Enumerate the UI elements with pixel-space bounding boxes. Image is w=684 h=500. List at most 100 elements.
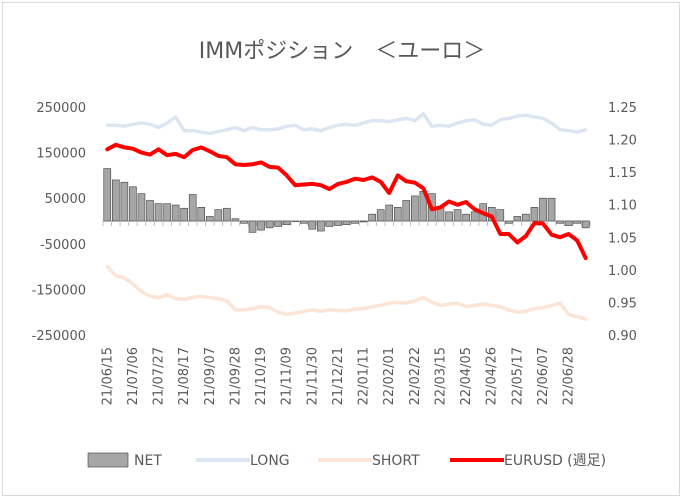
- x-tick-label: 21/11/30: [305, 347, 320, 405]
- net-bar: [581, 220, 590, 229]
- net-bar: [462, 213, 470, 222]
- net-bar: [522, 213, 530, 222]
- legend-label: NET: [134, 453, 162, 469]
- net-bar: [299, 220, 308, 224]
- left-tick-label: 150000: [36, 147, 86, 162]
- net-bar: [393, 207, 402, 222]
- x-tick-label: 22/04/05: [459, 347, 474, 405]
- x-tick-label: 22/02/22: [408, 347, 423, 405]
- net-bar: [154, 203, 163, 222]
- series-line-eurusd: [105, 142, 588, 261]
- x-tick-label: 21/08/17: [177, 347, 192, 405]
- net-bar: [564, 220, 573, 226]
- net-bar: [240, 220, 248, 224]
- series-line-long: [105, 112, 588, 136]
- x-tick-label: 22/01/11: [357, 347, 372, 405]
- net-bar: [342, 220, 351, 225]
- chart-frame: [2, 2, 680, 496]
- x-tick-label: 22/06/07: [536, 347, 551, 405]
- net-bar: [171, 204, 180, 222]
- left-tick-label: -250000: [32, 329, 86, 344]
- legend-label: SHORT: [372, 453, 420, 469]
- net-bar: [317, 220, 325, 232]
- net-bar: [180, 207, 188, 222]
- left-tick-label: 250000: [36, 101, 86, 116]
- net-bar: [248, 220, 257, 233]
- net-bar: [470, 211, 479, 222]
- left-tick-label: -150000: [32, 283, 86, 298]
- left-axis: 250000 150000 50000 -50000 -150000 -250000: [32, 101, 86, 344]
- net-bar: [214, 209, 223, 222]
- right-tick-label: 1.05: [608, 231, 637, 246]
- net-bar: [120, 181, 129, 222]
- net-bar: [197, 207, 206, 222]
- net-bar: [547, 197, 556, 222]
- net-bar: [308, 220, 317, 230]
- net-bar: [376, 209, 385, 222]
- net-bar: [513, 216, 522, 222]
- net-bar: [163, 203, 171, 222]
- right-tick-label: 1.00: [608, 264, 637, 279]
- net-bar: [402, 200, 411, 222]
- x-tick-label: 22/03/15: [433, 347, 448, 405]
- legend: NET LONG SHORT EURUSD (週足): [87, 452, 606, 469]
- x-tick-label: 22/05/17: [510, 347, 525, 405]
- net-bar: [188, 194, 197, 222]
- net-bar: [205, 216, 214, 222]
- right-tick-label: 0.90: [608, 329, 637, 344]
- x-tick-label: 21/12/21: [331, 347, 346, 405]
- net-bar: [265, 220, 274, 229]
- net-bar: [453, 209, 462, 222]
- net-bar: [351, 220, 359, 224]
- x-tick-label: 21/09/07: [203, 347, 218, 405]
- net-bar: [556, 220, 564, 224]
- net-bar: [282, 220, 291, 225]
- x-tick-label: 21/07/06: [126, 347, 141, 405]
- chart-title: IMMポジション ＜ユーロ＞: [199, 39, 485, 64]
- left-tick-label: 50000: [45, 192, 86, 207]
- x-tick-label: 22/06/28: [562, 347, 577, 405]
- legend-label: LONG: [250, 453, 290, 469]
- x-tick-label: 21/07/27: [152, 347, 167, 405]
- x-tick-label: 21/09/28: [228, 347, 243, 405]
- x-tick-label: 21/10/19: [254, 347, 269, 405]
- x-tick-label: 21/11/09: [280, 347, 295, 405]
- net-bar: [445, 211, 453, 222]
- net-bar: [505, 220, 513, 224]
- legend-swatch-net: [87, 452, 129, 468]
- x-tick-label: 21/06/15: [100, 347, 115, 405]
- right-tick-label: 1.10: [608, 199, 637, 214]
- net-bar: [274, 220, 282, 227]
- net-bar: [223, 207, 231, 222]
- right-axis: 1.25 1.20 1.15 1.10 1.05 1.00 0.95 0.90: [608, 101, 637, 344]
- right-tick-label: 1.25: [608, 101, 637, 116]
- net-bar: [231, 218, 240, 222]
- net-bar: [137, 193, 146, 222]
- net-bar: [530, 207, 539, 222]
- net-bar: [573, 220, 581, 224]
- net-bars: [103, 168, 590, 233]
- right-tick-label: 1.20: [608, 134, 637, 149]
- legend-label: EURUSD (週足): [504, 453, 606, 469]
- series-line-short: [105, 264, 588, 321]
- right-tick-label: 0.95: [608, 296, 637, 311]
- net-bar: [103, 168, 112, 222]
- net-bar: [496, 209, 505, 222]
- net-bar: [368, 213, 376, 222]
- net-bar: [411, 195, 419, 222]
- net-bar: [325, 220, 334, 227]
- net-bar: [257, 220, 265, 231]
- net-bar: [334, 220, 342, 226]
- series-lines: [105, 112, 588, 321]
- x-axis: 21/06/15 21/07/06 21/07/27 21/08/17 21/09/07…: [100, 347, 576, 405]
- net-bar: [385, 204, 394, 222]
- net-bar: [146, 200, 154, 222]
- net-bar: [129, 186, 137, 222]
- net-bar: [359, 220, 368, 223]
- left-tick-label: -50000: [40, 238, 86, 253]
- x-tick-label: 22/04/26: [485, 347, 500, 405]
- net-bar: [539, 197, 547, 222]
- right-tick-label: 1.15: [608, 166, 637, 181]
